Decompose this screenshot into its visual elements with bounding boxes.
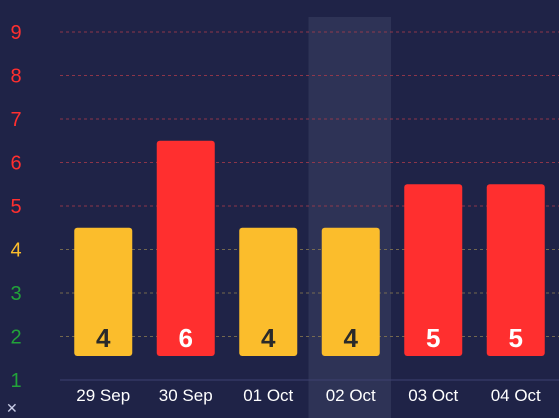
bar-30-sep[interactable]	[156, 140, 215, 356]
bar-02-oct[interactable]	[321, 227, 380, 356]
bar-value-label: 6	[179, 323, 193, 353]
bar-29-sep[interactable]	[74, 227, 133, 356]
bar-value-label: 4	[96, 323, 111, 353]
y-tick-label: 8	[10, 66, 21, 88]
bar-04-oct[interactable]	[486, 184, 545, 356]
x-tick-label: 03 Oct	[408, 386, 458, 405]
x-tick-label: 29 Sep	[76, 386, 130, 405]
x-tick-label: 01 Oct	[243, 386, 293, 405]
x-tick-label: 04 Oct	[491, 386, 541, 405]
y-tick-label: 7	[10, 109, 21, 131]
highlight-band	[308, 17, 391, 418]
y-tick-label: 5	[10, 196, 21, 218]
bar-03-oct[interactable]	[404, 184, 463, 356]
bar-value-label: 5	[426, 323, 440, 353]
close-icon[interactable]: ✕	[6, 400, 18, 416]
x-tick-label: 30 Sep	[159, 386, 213, 405]
y-tick-label: 3	[10, 283, 21, 305]
y-tick-label: 1	[10, 370, 21, 392]
y-tick-label: 2	[10, 327, 21, 349]
y-tick-label: 6	[10, 153, 21, 175]
y-tick-label: 4	[10, 240, 21, 262]
bar-value-label: 4	[261, 323, 276, 353]
y-tick-label: 9	[10, 22, 21, 44]
bar-value-label: 5	[509, 323, 523, 353]
bar-value-label: 4	[344, 323, 359, 353]
bar-01-oct[interactable]	[239, 227, 298, 356]
x-tick-label: 02 Oct	[326, 386, 376, 405]
